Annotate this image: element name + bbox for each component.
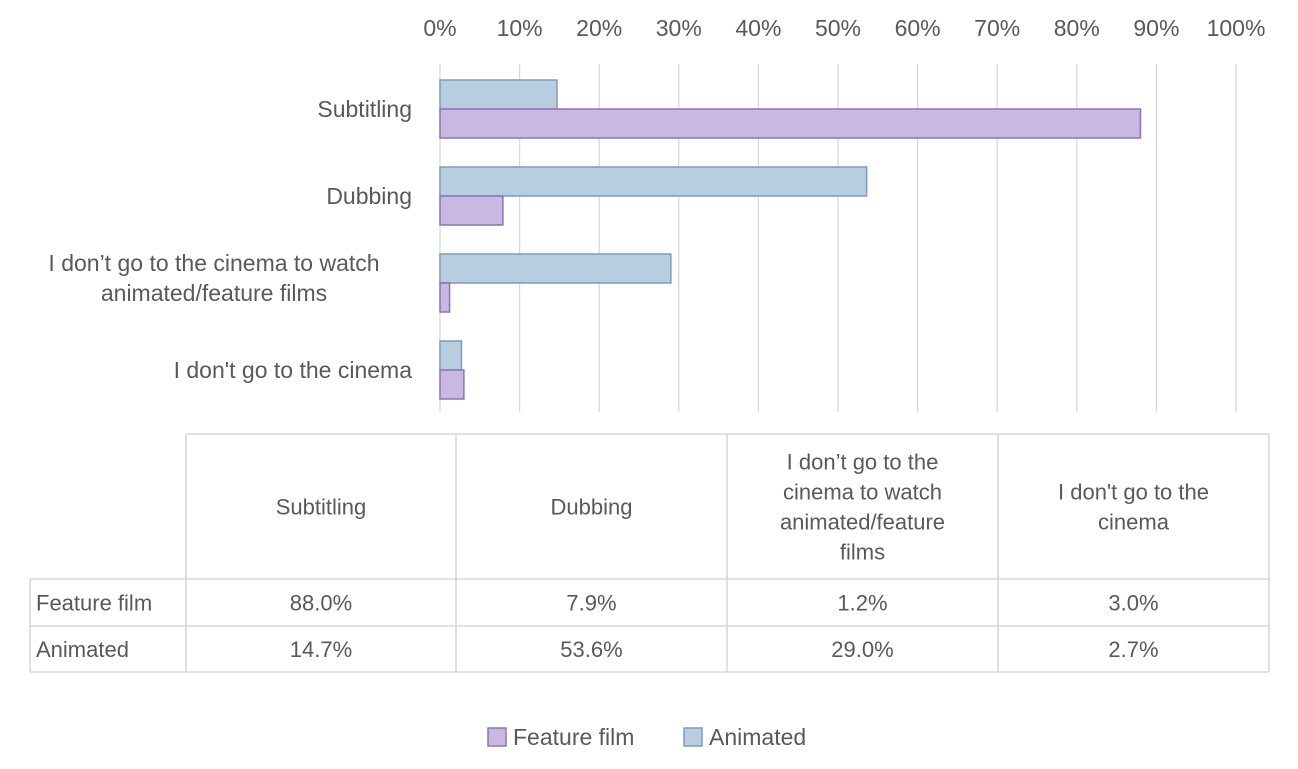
bars: [439, 79, 1142, 400]
table-cell-value: 88.0%: [290, 591, 352, 616]
x-tick-label: 90%: [1133, 15, 1179, 41]
x-tick-label: 100%: [1207, 15, 1266, 41]
category-label: I don’t go to the cinema to watch animate…: [48, 250, 379, 306]
table-cell-value: 2.7%: [1108, 637, 1158, 662]
table-cell-value: 14.7%: [290, 637, 352, 662]
x-tick-label: 10%: [497, 15, 543, 41]
table-row-label: Feature film: [36, 591, 152, 616]
table-header-cell: Dubbing: [551, 495, 633, 520]
table-cell-value: 29.0%: [831, 637, 893, 662]
category-label: I don't go to the cinema: [174, 357, 413, 383]
category-label: Dubbing: [326, 183, 412, 209]
x-tick-label: 40%: [735, 15, 781, 41]
legend-swatch-feature-film: [487, 727, 507, 747]
x-tick-label: 70%: [974, 15, 1020, 41]
bar-feature-film: [439, 108, 1142, 139]
bar-animated: [439, 166, 868, 197]
legend-label: Animated: [709, 724, 806, 750]
bar-feature-film: [439, 195, 504, 226]
x-tick-label: 0%: [423, 15, 456, 41]
x-tick-label: 20%: [576, 15, 622, 41]
data-table: Subtitling Dubbing I don’t go to the cinema…: [29, 433, 1270, 673]
legend-label: Feature film: [513, 724, 634, 750]
category-label: Subtitling: [317, 96, 412, 122]
x-tick-label: 50%: [815, 15, 861, 41]
bar-animated: [439, 253, 672, 284]
x-axis-tick-labels: 0% 10% 20% 30% 40% 50% 60% 70% 80% 90% 100%: [423, 15, 1265, 41]
x-tick-label: 60%: [895, 15, 941, 41]
table-row-label: Animated: [36, 637, 129, 662]
table-cell-value: 1.2%: [837, 591, 887, 616]
legend-swatch-animated: [683, 727, 703, 747]
table-cell-value: 3.0%: [1108, 591, 1158, 616]
bar-animated: [439, 79, 558, 110]
table-header-cell: Subtitling: [276, 495, 367, 520]
bar-feature-film: [439, 282, 451, 313]
x-tick-label: 30%: [656, 15, 702, 41]
bar-feature-film: [439, 369, 465, 400]
table-cell-value: 53.6%: [560, 637, 622, 662]
table-cell-value: 7.9%: [566, 591, 616, 616]
bar-animated: [439, 340, 463, 371]
legend: Feature film Animated: [487, 724, 806, 750]
table-header-cell: I don't go to the cinema: [1058, 480, 1209, 535]
category-labels: Subtitling Dubbing I don’t go to the cinem…: [48, 96, 412, 383]
table-header-cell: I don’t go to the cinema to watch animated…: [780, 450, 945, 565]
x-tick-label: 80%: [1054, 15, 1100, 41]
